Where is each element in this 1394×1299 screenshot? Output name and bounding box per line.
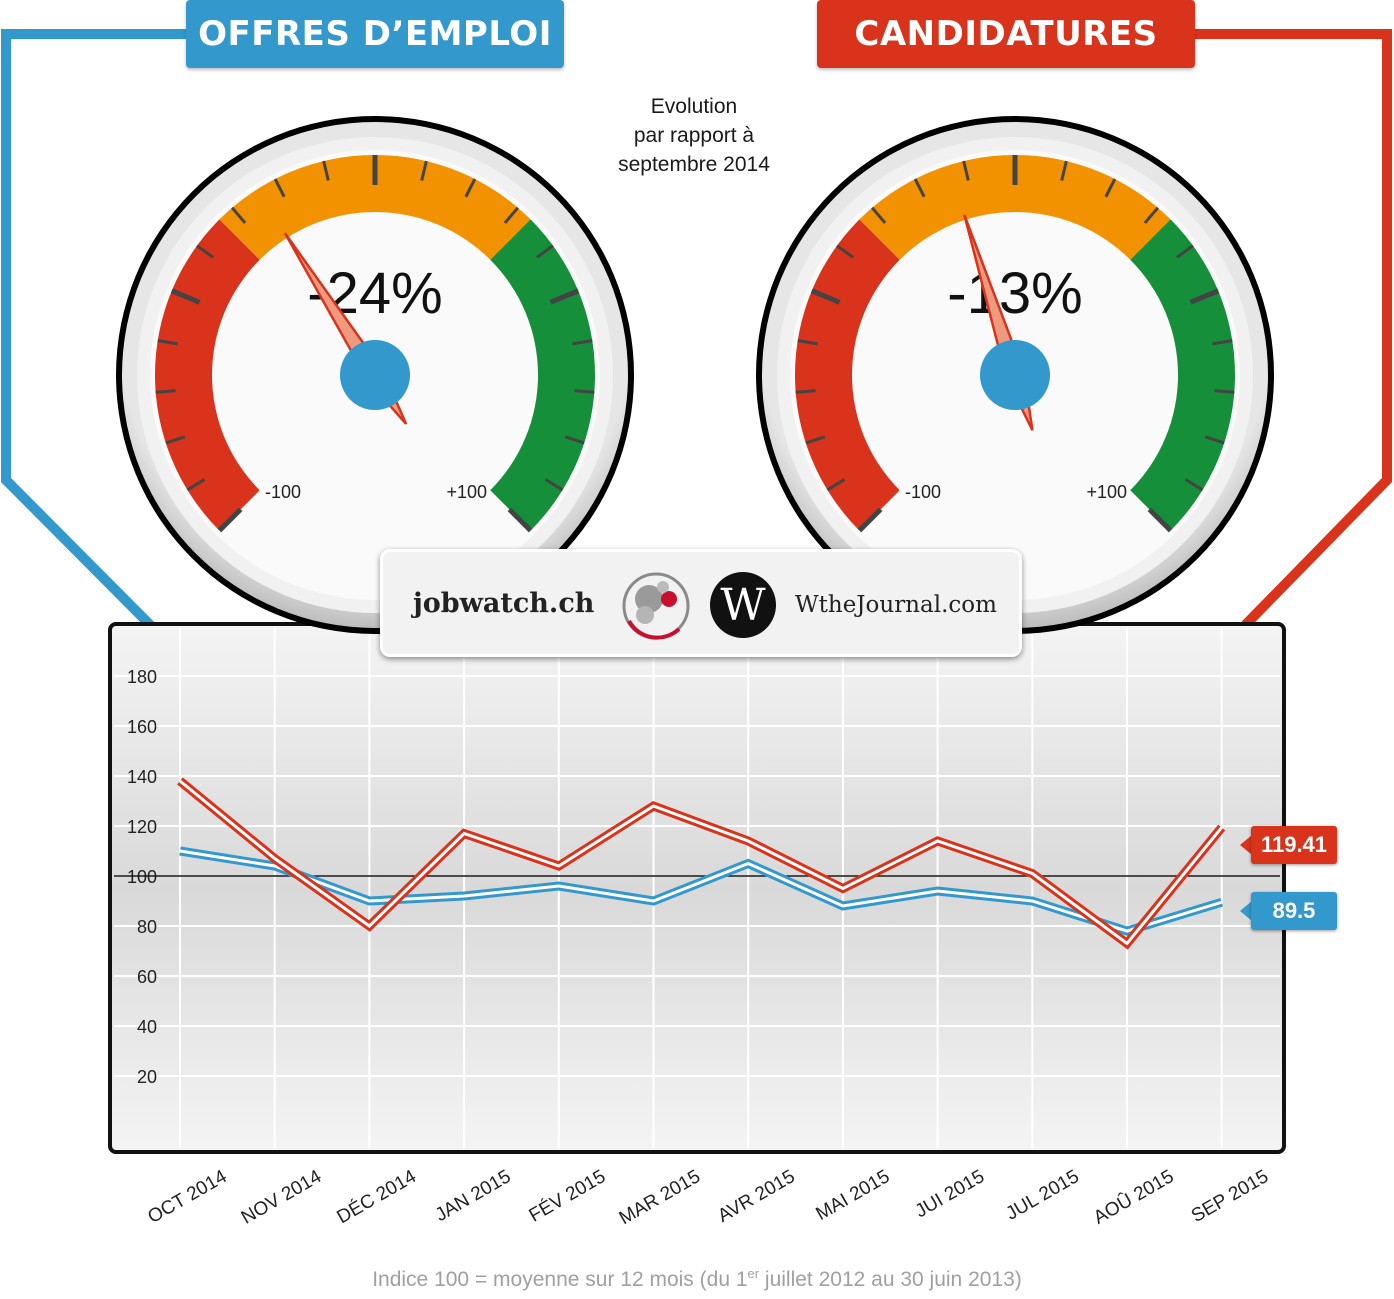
gauge-tick	[273, 178, 286, 198]
gauge-tick	[1175, 244, 1194, 259]
gauge-tick	[857, 507, 883, 533]
x-tick-label: DÉC 2014	[333, 1166, 420, 1228]
wthejournal-logo-icon: W	[710, 572, 776, 638]
y-tick-label: 120	[127, 817, 157, 837]
gauge-tick	[420, 160, 428, 181]
gauge-tick	[836, 244, 855, 259]
y-tick-label: 60	[137, 967, 157, 987]
gauge-tick	[1104, 178, 1117, 198]
gauge-tick	[826, 478, 846, 492]
gauge-tick	[507, 507, 533, 533]
gauge-tick	[1189, 288, 1220, 305]
last-value-badge-offres: 89.5	[1251, 892, 1337, 930]
x-tick-label: JAN 2015	[432, 1166, 515, 1226]
y-tick-label: 40	[137, 1017, 157, 1037]
gauge-tick	[574, 389, 595, 394]
x-axis-tick-labels: OCT 2014 NOV 2014 DÉC 2014 JAN 2015 FÉV 2015…	[144, 1165, 1272, 1229]
y-tick-label: 20	[137, 1067, 157, 1087]
gauge-value-label: -13%	[947, 261, 1082, 326]
logo-box: jobwatch.ch W WtheJournal.com	[380, 549, 1022, 657]
badge-red-pointer	[1240, 835, 1252, 855]
gauge-tick	[805, 435, 826, 445]
gauge-min-label: -100	[905, 482, 941, 502]
wthejournal-logo-text: WtheJournal.com	[795, 592, 997, 618]
gauge-offres: -24%-100 +100	[116, 116, 634, 634]
x-tick-label: MAR 2015	[616, 1166, 704, 1229]
y-axis-tick-labels: 20 40 60 80 100 120 140 160 180	[127, 667, 157, 1087]
y-tick-label: 100	[127, 867, 157, 887]
footnote-text-end: juillet 2012 au 30 juin 2013)	[759, 1268, 1022, 1291]
gauge-tick	[1204, 435, 1225, 445]
gauge-tick	[535, 244, 554, 259]
chart-series	[177, 777, 1226, 950]
gauge-tick	[564, 435, 585, 445]
series-line-inner	[179, 779, 1223, 946]
gauge-tick	[1147, 507, 1173, 533]
y-tick-label: 80	[137, 917, 157, 937]
gauge-tick	[157, 339, 178, 346]
x-tick-label: MAI 2015	[812, 1166, 893, 1225]
gauge-tick	[870, 206, 887, 224]
gauge-hub	[340, 340, 410, 410]
gauge-tick	[810, 288, 841, 305]
gauge-tick	[1184, 478, 1204, 492]
jobwatch-logo-icon	[622, 572, 690, 640]
header-offres-emploi: OFFRES D’EMPLOI	[186, 0, 564, 68]
subtitle-line: par rapport à	[633, 124, 755, 147]
gauge-tick	[544, 478, 564, 492]
gauge-tick	[1214, 389, 1235, 394]
gauge-subtitle: Evolution par rapport à septembre 2014	[594, 92, 794, 179]
gauge-tick	[962, 160, 970, 181]
x-tick-label: JUL 2015	[1002, 1166, 1082, 1225]
gauge-tick	[165, 435, 186, 445]
footnote-superscript: er	[747, 1266, 760, 1281]
x-tick-label: JUI 2015	[912, 1166, 988, 1222]
gauge-tick	[572, 339, 593, 346]
x-tick-label: AVR 2015	[714, 1166, 798, 1227]
footnote-text: Indice 100 = moyenne sur 12 mois (du 1	[372, 1268, 748, 1291]
x-tick-label: FÉV 2015	[526, 1166, 610, 1226]
gauge-candidatures: -13% -100 +100	[756, 116, 1274, 634]
gauge-tick	[913, 178, 926, 198]
gauge-tick	[196, 244, 215, 259]
gauge-tick	[322, 160, 330, 181]
gauge-tick	[795, 389, 816, 394]
gauge-band	[859, 155, 1171, 260]
subtitle-line: septembre 2014	[618, 153, 770, 176]
gauge-max-label: +100	[1086, 482, 1127, 502]
y-tick-label: 160	[127, 717, 157, 737]
header-candidatures: CANDIDATURES	[817, 0, 1195, 68]
gauge-band	[219, 155, 531, 260]
gauge-tick	[549, 288, 580, 305]
badge-blue-pointer	[1240, 901, 1252, 921]
gauge-tick	[155, 389, 176, 394]
gauge-tick	[1143, 206, 1160, 224]
gauge-min-label: -100	[265, 482, 301, 502]
gauge-tick	[1060, 160, 1068, 181]
gauge-tick	[464, 178, 477, 198]
gauge-tick	[503, 206, 520, 224]
y-tick-label: 180	[127, 667, 157, 687]
last-value-badge-candidatures: 119.41	[1251, 826, 1337, 864]
gauge-tick	[230, 206, 247, 224]
gauge-hub	[980, 340, 1050, 410]
x-tick-label: AOÛ 2015	[1090, 1165, 1178, 1228]
x-tick-label: OCT 2014	[144, 1166, 230, 1228]
gauge-max-label: +100	[446, 482, 487, 502]
gauge-tick	[217, 507, 243, 533]
footnote: Indice 100 = moyenne sur 12 mois (du 1er…	[0, 1266, 1394, 1292]
y-tick-label: 140	[127, 767, 157, 787]
series-line-inner	[179, 849, 1223, 933]
gauge-tick	[1212, 339, 1233, 346]
jobwatch-logo-text: jobwatch.ch	[413, 588, 595, 619]
x-tick-label: NOV 2014	[238, 1166, 326, 1229]
subtitle-line: Evolution	[650, 95, 738, 118]
gauge-tick	[186, 478, 206, 492]
gauge-tick	[797, 339, 818, 346]
x-tick-label: SEP 2015	[1188, 1166, 1272, 1227]
gauge-tick	[170, 288, 201, 305]
